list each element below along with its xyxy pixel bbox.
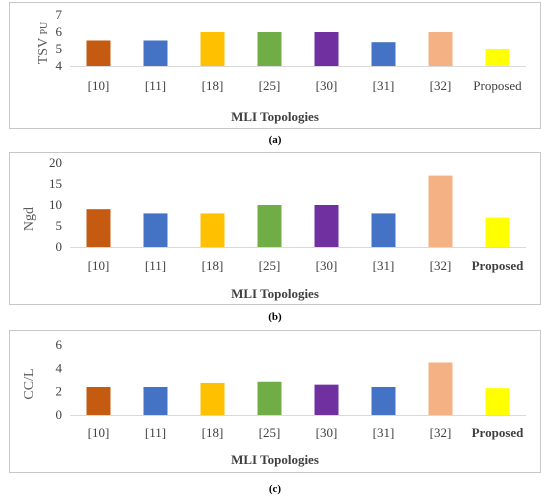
chart-a-bar: [314, 32, 339, 66]
chart-c-y-tick-label: 6: [56, 337, 63, 352]
chart-b-bar: [143, 213, 168, 247]
caption-c: (c): [268, 483, 282, 495]
chart-c-category-label: [32]: [430, 425, 452, 440]
chart-c-bar: [428, 362, 453, 415]
chart-b-bar: [371, 213, 396, 247]
chart-a-y-tick-label: 4: [56, 58, 63, 73]
chart-b-x-axis-title: MLI Topologies: [231, 286, 319, 301]
chart-c-category-label: Proposed: [472, 425, 525, 440]
caption-b: (b): [268, 311, 282, 323]
chart-a-y-tick-label: 6: [56, 24, 63, 39]
chart-a-y-tick-label: 5: [56, 41, 63, 56]
chart-c-bar: [371, 387, 396, 415]
chart-a-bar: [428, 32, 453, 66]
chart-a-category-label: [31]: [373, 78, 395, 93]
chart-a-category-label: [25]: [259, 78, 281, 93]
chart-a-bar: [485, 49, 510, 66]
chart-b-y-tick-label: 0: [56, 239, 63, 254]
chart-c-bar: [200, 382, 225, 415]
chart-b-category-label: [11]: [145, 258, 166, 273]
chart-b-bar: [86, 209, 111, 247]
chart-b-bar: [314, 205, 339, 247]
chart-b-svg: 0 5 10 15 20 [10] [11] [18] [25] [30] [31] [32] Prop…: [49, 155, 526, 273]
chart-a-category-label: [11]: [145, 78, 166, 93]
chart-b-bar: [257, 205, 282, 247]
chart-b-category-label: [30]: [316, 258, 338, 273]
chart-c-y-tick-label: 4: [56, 360, 63, 375]
chart-b-y-tick-label: 10: [49, 197, 62, 212]
chart-b-y-tick-label: 20: [49, 155, 62, 170]
chart-a-y-axis-label: TSV PU: [36, 21, 51, 65]
chart-c-category-label: [18]: [202, 425, 224, 440]
chart-c-y-tick-label: 0: [56, 407, 63, 422]
chart-c-category-label: [31]: [373, 425, 395, 440]
chart-b-category-label: [25]: [259, 258, 281, 273]
chart-a-y-tick-label: 7: [56, 7, 63, 22]
chart-c-x-axis-title: MLI Topologies: [231, 452, 319, 467]
chart-panel-b: 0 5 10 15 20 [10] [11] [18] [25] [30] [31] [32] Prop…: [9, 152, 541, 305]
chart-a-bar: [371, 42, 396, 66]
chart-panel-c: 0 2 4 6 [10] [11] [18] [25] [30] [31] [32] Proposed…: [9, 330, 541, 473]
chart-a-bar: [143, 40, 168, 66]
caption-a: (a): [268, 134, 282, 146]
chart-c-category-label: [30]: [316, 425, 338, 440]
chart-b-category-label: [31]: [373, 258, 395, 273]
chart-b-bar: [428, 175, 453, 247]
chart-b-category-label: Proposed: [472, 258, 525, 273]
chart-c-bar: [485, 388, 510, 415]
chart-c-y-axis-label: CC/L: [22, 368, 37, 400]
chart-a-svg: 4 5 6 7 [10] [11] [18] [25] [30] [31] [32] Proposed: [56, 7, 526, 93]
chart-b-bar: [200, 213, 225, 247]
chart-a-x-axis-title: MLI Topologies: [231, 109, 319, 124]
chart-c-bar: [86, 387, 111, 415]
chart-panel-a: 4 5 6 7 [10] [11] [18] [25] [30] [31] [32] Proposed…: [9, 2, 541, 129]
chart-c-svg: 0 2 4 6 [10] [11] [18] [25] [30] [31] [32] Proposed: [56, 337, 526, 440]
chart-c-bar: [143, 387, 168, 415]
chart-a-category-label: [30]: [316, 78, 338, 93]
chart-b-category-label: [32]: [430, 258, 452, 273]
chart-c-bar: [257, 381, 282, 415]
chart-c-y-tick-label: 2: [56, 384, 63, 399]
chart-b-y-axis-label: Ngd: [22, 206, 37, 232]
chart-a-category-label: [10]: [88, 78, 110, 93]
chart-b-bar: [485, 217, 510, 247]
chart-c-category-label: [10]: [88, 425, 110, 440]
chart-b-category-label: [18]: [202, 258, 224, 273]
chart-a-bar: [257, 32, 282, 66]
chart-a-bar: [200, 32, 225, 66]
chart-b-category-label: [10]: [88, 258, 110, 273]
chart-c-category-label: [11]: [145, 425, 166, 440]
chart-a-category-label: [32]: [430, 78, 452, 93]
chart-a-category-label: [18]: [202, 78, 224, 93]
chart-b-y-tick-label: 15: [49, 176, 62, 191]
chart-c-bar: [314, 384, 339, 415]
chart-c-category-label: [25]: [259, 425, 281, 440]
chart-a-category-label: Proposed: [473, 78, 522, 93]
chart-a-bar: [86, 40, 111, 66]
chart-b-y-tick-label: 5: [56, 218, 63, 233]
